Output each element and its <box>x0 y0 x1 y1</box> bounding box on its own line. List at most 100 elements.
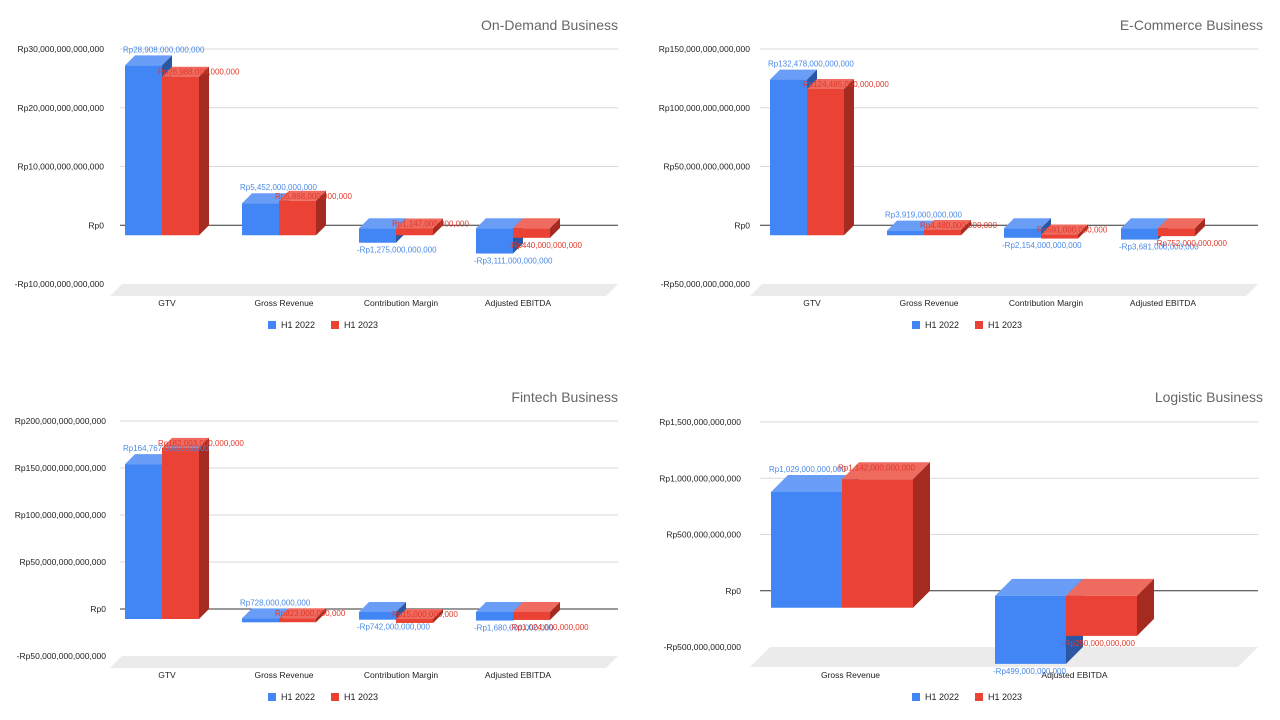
bar-top-face <box>1041 224 1088 235</box>
data-label: Rp728,000,000,000 <box>240 598 311 607</box>
bar-top-face <box>770 69 817 80</box>
bar-h1-2023 <box>513 602 560 620</box>
x-tick-label: Contribution Margin <box>364 670 438 680</box>
bar-top-face <box>476 602 523 612</box>
x-tick-label: Gross Revenue <box>899 298 958 308</box>
x-tick-label: GTV <box>158 670 176 680</box>
bar-front-face <box>887 230 924 236</box>
bar-h1-2023 <box>807 78 854 236</box>
bar-h1-2023 <box>1158 218 1205 237</box>
data-label: -Rp1,680,000,000,000 <box>474 624 554 633</box>
chart-plot: Rp150,000,000,000,000 Rp100,000,000,000,0… <box>659 44 1258 308</box>
legend-label: H1 2022 <box>281 320 316 330</box>
bar-h1-2023 <box>1066 578 1154 636</box>
data-label: Rp28,908,000,000,000 <box>123 45 205 54</box>
x-tick-label: Adjusted EBITDA <box>1130 298 1196 308</box>
bar-side-face <box>199 66 209 236</box>
bar-top-face <box>396 218 443 229</box>
y-tick-label: Rp20,000,000,000,000 <box>18 103 105 113</box>
y-tick-label: Rp0 <box>88 220 104 230</box>
legend-label: H1 2022 <box>281 692 316 702</box>
bar-h1-2022 <box>359 218 406 243</box>
data-label: Rp1,029,000,000,000 <box>769 465 847 474</box>
bar-front-face <box>476 228 513 254</box>
data-label: Rp1,142,000,000,000 <box>838 463 916 472</box>
bar-side-face <box>433 218 443 236</box>
y-tick-label: Rp50,000,000,000,000 <box>20 557 107 567</box>
y-tick-label: Rp150,000,000,000,000 <box>15 463 106 473</box>
data-label: -Rp499,000,000,000 <box>993 667 1067 676</box>
bar-h1-2023 <box>279 190 326 236</box>
data-label: -Rp2,154,000,000,000 <box>1002 241 1082 250</box>
data-label: Rp5,452,000,000,000 <box>240 183 318 192</box>
chart-floor <box>750 284 1258 296</box>
bar-top-face <box>242 193 289 204</box>
bar-top-face <box>125 454 172 465</box>
bar-side-face <box>961 219 971 236</box>
data-label: Rp5,868,000,000,000 <box>275 192 353 201</box>
bar-top-face <box>162 437 209 448</box>
bar-front-face <box>359 228 396 243</box>
chart-title: E-Commerce Business <box>1119 17 1263 33</box>
data-label: -Rp3,681,000,000,000 <box>1119 243 1199 252</box>
chart-legend: H1 2022 H1 2023 <box>268 692 378 702</box>
data-label: -Rp752,000,000,000 <box>1154 239 1228 248</box>
legend-item-h1-2022: H1 2022 <box>268 320 315 330</box>
bar-side-face <box>550 218 560 238</box>
bar-front-face <box>513 612 550 620</box>
bar-side-face <box>1137 578 1154 636</box>
legend-swatch <box>331 321 340 329</box>
legend-item-h1-2023: H1 2023 <box>975 692 1022 702</box>
bar-top-face <box>513 218 560 229</box>
legend-swatch <box>912 693 920 701</box>
legend-label: H1 2023 <box>344 692 379 702</box>
chart-title: Logistic Business <box>1154 389 1263 405</box>
bar-top-face <box>242 608 289 619</box>
bar-front-face <box>476 612 513 621</box>
legend-swatch <box>975 693 984 701</box>
bar-side-face <box>433 608 443 623</box>
y-tick-label: Rp500,000,000,000 <box>666 530 741 540</box>
data-label: -Rp742,000,000,000 <box>357 623 431 632</box>
legend-item-h1-2022: H1 2022 <box>912 320 959 330</box>
bar-front-face <box>771 491 842 608</box>
chart-panel-e-commerce: E-Commerce Business Rp150,000,000,000,00… <box>640 0 1280 360</box>
chart-legend: H1 2022 H1 2023 <box>268 320 378 330</box>
y-tick-label: Rp0 <box>725 586 741 596</box>
chart-legend: H1 2022 H1 2023 <box>912 692 1022 702</box>
legend-item-h1-2023: H1 2023 <box>331 692 378 702</box>
data-label: -Rp440,000,000,000 <box>509 241 583 250</box>
legend-label: H1 2023 <box>344 320 379 330</box>
bar-side-face <box>316 190 326 236</box>
data-label: Rp164,767,000,000,000 <box>123 444 209 453</box>
bar-front-face <box>279 200 316 236</box>
chart-panel-logistic: Logistic Business Rp1,500,000,000,000 Rp1… <box>640 360 1280 720</box>
chart-title: Fintech Business <box>511 389 618 405</box>
data-label: Rp823,000,000,000 <box>275 609 346 618</box>
bar-side-face <box>550 602 560 620</box>
bar-h1-2023 <box>279 608 326 623</box>
bar-top-face <box>807 78 854 89</box>
bar-front-face <box>279 618 316 623</box>
bar-top-face <box>125 55 172 66</box>
legend-swatch <box>268 321 276 329</box>
bar-side-face <box>1078 224 1088 239</box>
bar-top-face <box>771 474 859 492</box>
x-tick-label: GTV <box>803 298 821 308</box>
bar-h1-2023 <box>396 608 443 623</box>
bar-front-face <box>359 612 396 620</box>
bar-side-face <box>396 602 406 620</box>
chart-panel-on-demand: On-Demand Business Rp30,000,000,000,000 R… <box>0 0 640 360</box>
bar-top-face <box>279 608 326 619</box>
bar-top-face <box>476 218 523 229</box>
x-tick-label: Adjusted EBITDA <box>485 298 551 308</box>
bar-top-face <box>924 219 971 230</box>
data-label: -Rp250,000,000,000 <box>1062 639 1136 648</box>
data-label: Rp4,480,000,000,000 <box>920 221 998 230</box>
chart-title: On-Demand Business <box>481 17 618 33</box>
bar-top-face <box>359 218 406 229</box>
bar-top-face <box>1004 218 1051 229</box>
bar-front-face <box>770 79 807 236</box>
bar-front-face <box>513 228 550 238</box>
y-tick-label: Rp100,000,000,000,000 <box>15 510 106 520</box>
